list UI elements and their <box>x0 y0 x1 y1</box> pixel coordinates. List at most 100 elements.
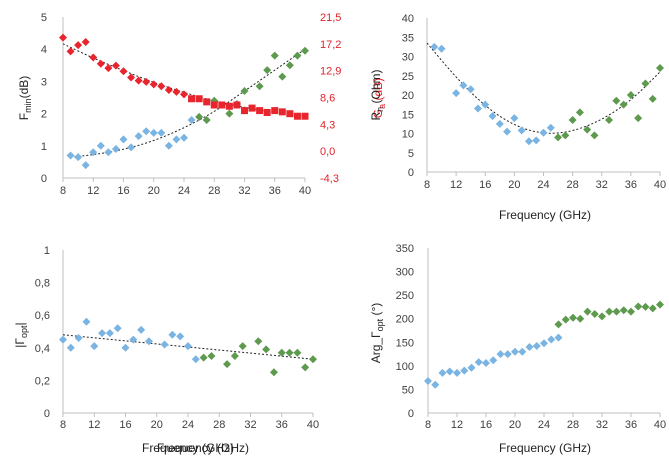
y-tick-label: 25 <box>402 71 414 83</box>
data-point-green <box>199 353 208 362</box>
y-tick-label: 35 <box>402 32 414 44</box>
data-point-green <box>576 314 585 323</box>
data-point-green <box>634 114 643 123</box>
data-point-green <box>301 46 309 55</box>
data-point-blue <box>160 340 169 349</box>
y-tick-label: 200 <box>396 314 414 326</box>
x-tick-label: 16 <box>479 179 491 191</box>
data-point-blue <box>438 368 447 377</box>
data-point-blue <box>467 363 476 372</box>
y-tick-label: 300 <box>396 267 414 279</box>
x-tick-label: 16 <box>119 419 131 431</box>
data-point-blue <box>164 141 173 150</box>
data-point-blue <box>510 114 519 123</box>
y-tick-label: 350 <box>396 243 414 255</box>
data-point-green <box>619 306 628 315</box>
data-point-green <box>238 342 247 351</box>
data-point-blue <box>466 85 475 94</box>
data-point-blue <box>445 367 454 376</box>
data-point-blue <box>121 343 130 352</box>
x-tick-label: 32 <box>596 419 608 431</box>
data-point-blue <box>452 89 461 98</box>
y-tick-label: 4 <box>41 44 47 56</box>
data-point-red <box>96 59 105 68</box>
data-point-green <box>225 109 234 118</box>
x-tick-label: 28 <box>567 419 579 431</box>
x-axis-title: Frequency (GHz) <box>157 441 249 455</box>
axes-gamma-arg <box>427 248 661 417</box>
data-point-green <box>561 315 570 324</box>
data-point-blue <box>134 132 143 141</box>
data-point-blue <box>66 151 75 160</box>
data-point-green <box>293 51 302 60</box>
data-point-red <box>286 110 294 118</box>
y-tick-label: 250 <box>396 290 414 302</box>
trend-line <box>62 43 306 117</box>
y-tick-label: 0,4 <box>35 343 50 355</box>
data-point-red <box>248 104 256 112</box>
data-point-green <box>569 313 577 322</box>
y-tick-label: 40 <box>402 13 414 25</box>
data-point-blue <box>104 148 113 157</box>
data-point-blue <box>525 343 534 351</box>
data-point-blue <box>495 119 504 128</box>
y-tick-label: 50 <box>402 384 414 396</box>
data-point-green <box>554 133 563 142</box>
y-tick-label: 1 <box>44 245 50 257</box>
data-point-red <box>164 86 173 95</box>
y-tick-label: 20 <box>402 90 414 102</box>
y-tick-label: 15 <box>402 109 414 121</box>
tick-labels-rn: 8 12 16 20 24 28 32 36 40 0 5 10 15 20 25 30 35 40 <box>402 13 666 191</box>
data-point-blue <box>157 128 166 137</box>
data-point-red <box>89 53 98 62</box>
data-point-blue <box>482 359 490 368</box>
data-point-blue <box>540 339 548 348</box>
tick-labels-gamma-mag: 8 12 16 20 24 28 32 36 40 0 0,2 0,4 0,6 0,8 1 <box>35 245 319 431</box>
y-tick-label: 0,8 <box>35 278 50 290</box>
data-point-green <box>568 116 577 125</box>
data-point-green <box>627 307 635 316</box>
axes-fmin-ga <box>62 17 306 182</box>
data-point-blue <box>105 329 114 338</box>
data-point-blue <box>524 137 533 146</box>
data-point-green <box>262 345 271 354</box>
fits-fmin-ga <box>62 43 306 158</box>
data-point-red <box>210 101 218 109</box>
data-point-red <box>81 37 90 46</box>
fits-rn <box>426 42 661 134</box>
chart-rn: 8 12 16 20 24 28 32 36 40 0 5 10 15 20 25 30 35 40 Freque… <box>369 13 666 222</box>
y2-tick-label: 21,5 <box>320 12 341 24</box>
data-point-blue <box>137 325 146 334</box>
y-tick-label: 10 <box>402 129 414 141</box>
x-axis-title: Frequency (GHz) <box>499 208 591 222</box>
data-point-green <box>605 116 614 125</box>
x-tick-label: 36 <box>276 419 288 431</box>
data-point-green <box>561 131 570 140</box>
data-point-green <box>195 112 204 121</box>
data-point-blue <box>180 133 188 142</box>
data-point-green <box>641 302 650 311</box>
data-point-blue <box>496 350 505 359</box>
axes-rn <box>426 18 661 176</box>
chart-fmin-ga: 8 12 16 20 24 28 32 36 40012345-4,30,04,38,612,9… <box>17 12 387 455</box>
data-point-blue <box>98 329 107 338</box>
y2-tick-label: -4,3 <box>320 173 339 185</box>
x-tick-label: 12 <box>450 179 462 191</box>
data-point-blue <box>503 350 512 359</box>
x-axis-title: Frequency (GHz) <box>142 441 234 455</box>
data-point-red <box>301 112 309 120</box>
data-point-blue <box>90 342 99 351</box>
marks-fmin-ga <box>59 33 309 170</box>
data-point-blue <box>59 335 67 344</box>
data-point-blue <box>168 330 177 339</box>
y-tick-label: 3 <box>41 76 47 88</box>
data-point-green <box>277 348 286 357</box>
y-tick-label: 100 <box>396 361 414 373</box>
data-point-green <box>612 307 621 316</box>
data-point-green <box>554 320 563 329</box>
x-tick-label: 36 <box>625 179 637 191</box>
data-point-green <box>269 368 278 377</box>
data-point-blue <box>81 161 90 170</box>
x-tick-label: 24 <box>178 185 190 197</box>
x-tick-label: 28 <box>213 419 225 431</box>
